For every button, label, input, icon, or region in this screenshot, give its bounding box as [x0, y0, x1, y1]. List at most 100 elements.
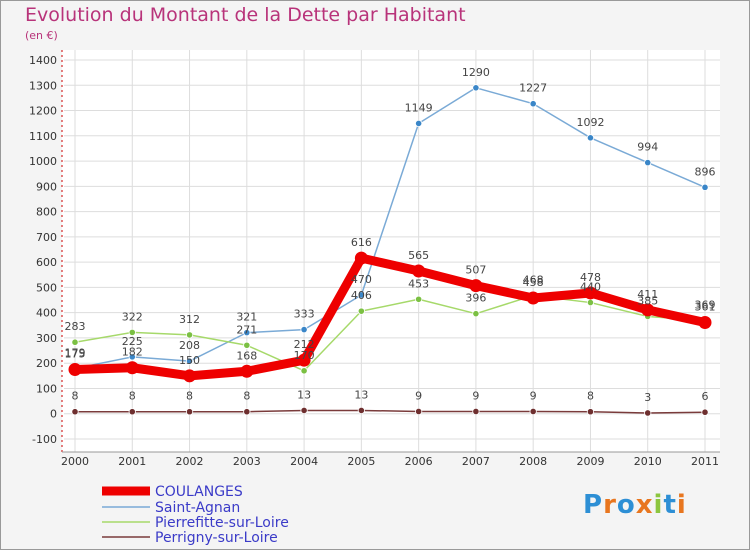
series-line	[74, 294, 706, 372]
x-tick-label: 2011	[691, 455, 719, 468]
data-label: 1149	[405, 101, 433, 114]
data-point	[185, 357, 194, 365]
data-point	[300, 367, 308, 375]
x-tick-label: 2008	[519, 455, 547, 468]
data-point	[128, 408, 136, 416]
data-label: 385	[637, 294, 658, 307]
data-label: 440	[580, 281, 601, 294]
data-point	[300, 325, 308, 334]
y-tick-label: 0	[50, 408, 57, 421]
data-point	[297, 353, 311, 367]
data-label: 8	[186, 390, 193, 403]
logo-letter: r	[603, 490, 617, 520]
data-label: 8	[587, 390, 594, 403]
data-point	[415, 119, 423, 128]
data-label: 321	[236, 311, 257, 324]
data-point	[472, 84, 480, 92]
data-label: 168	[236, 349, 257, 362]
data-point	[240, 364, 254, 378]
data-point	[586, 134, 595, 142]
data-point	[412, 264, 426, 278]
data-point	[472, 310, 480, 318]
data-label: 13	[354, 388, 368, 401]
data-point	[415, 407, 423, 416]
data-label: 361	[695, 301, 716, 314]
series-line	[74, 409, 706, 414]
logo-letter: o	[616, 490, 636, 520]
data-label: 9	[530, 389, 537, 402]
data-point	[701, 183, 709, 191]
data-label: 170	[294, 349, 315, 362]
y-tick-label: 1400	[29, 54, 57, 67]
legend-label: Saint-Agnan	[155, 500, 240, 516]
plot-area	[62, 50, 720, 452]
data-point	[354, 251, 368, 265]
data-label: 458	[523, 276, 544, 289]
data-label: 453	[408, 277, 429, 290]
y-tick-label: 200	[36, 357, 57, 370]
data-point	[415, 295, 423, 303]
data-point	[469, 279, 483, 293]
x-tick-label: 2002	[176, 455, 204, 468]
y-tick-label: 500	[36, 281, 57, 294]
y-tick-label: 700	[36, 231, 57, 244]
data-point	[586, 298, 595, 307]
y-tick-label: 300	[36, 332, 57, 345]
data-point	[243, 341, 251, 349]
y-tick-label: 1000	[29, 155, 57, 168]
data-label: 3	[644, 391, 651, 404]
data-point	[357, 406, 365, 415]
chart-title: Evolution du Montant de la Dette par Hab…	[25, 4, 466, 26]
data-label: 208	[179, 339, 200, 352]
y-tick-label: 400	[36, 307, 57, 320]
x-tick-label: 2006	[405, 455, 433, 468]
data-label: 1227	[519, 82, 547, 95]
data-point	[128, 353, 136, 361]
series-line	[74, 87, 706, 370]
data-point	[357, 291, 365, 299]
data-label: 8	[129, 390, 136, 403]
x-tick-label: 2000	[61, 455, 89, 468]
data-point	[644, 158, 652, 167]
data-label: 369	[695, 298, 716, 311]
data-label: 507	[465, 264, 486, 277]
data-point	[68, 363, 82, 377]
y-tick-label: 1200	[29, 105, 57, 118]
data-point	[357, 307, 365, 315]
data-point	[701, 408, 709, 416]
proxiti-logo: Proxiti	[583, 490, 687, 520]
x-tick-label: 2003	[233, 455, 261, 468]
data-label: 212	[294, 338, 315, 351]
y-tick-label: 800	[36, 206, 57, 219]
data-label: 179	[65, 347, 86, 360]
data-label: 616	[351, 236, 372, 249]
data-point	[125, 361, 139, 375]
data-point	[526, 291, 540, 305]
data-label: 396	[465, 292, 486, 305]
data-point	[583, 286, 597, 300]
data-label: 312	[179, 313, 200, 326]
y-tick-label: -100	[32, 433, 57, 446]
y-tick-label: 1100	[29, 130, 57, 143]
data-label: 1290	[462, 66, 490, 79]
data-point	[185, 408, 194, 416]
x-tick-label: 2005	[347, 455, 375, 468]
data-point	[472, 407, 480, 416]
logo-letter: t	[663, 490, 677, 520]
data-label: 9	[472, 389, 479, 402]
data-point	[243, 329, 251, 337]
data-point	[71, 408, 79, 416]
y-tick-label: 900	[36, 180, 57, 193]
data-label: 175	[65, 348, 86, 361]
data-label: 225	[122, 335, 143, 348]
x-tick-label: 2009	[576, 455, 604, 468]
x-tick-label: 2010	[634, 455, 662, 468]
legend-label: COULANGES	[155, 484, 243, 500]
data-label: 6	[702, 390, 709, 403]
data-label: 9	[415, 389, 422, 402]
logo-letter: P	[583, 490, 604, 520]
data-label: 994	[637, 141, 658, 154]
legend-label: Perrigny-sur-Loire	[155, 530, 278, 546]
data-label: 150	[179, 354, 200, 367]
data-point	[586, 408, 595, 416]
